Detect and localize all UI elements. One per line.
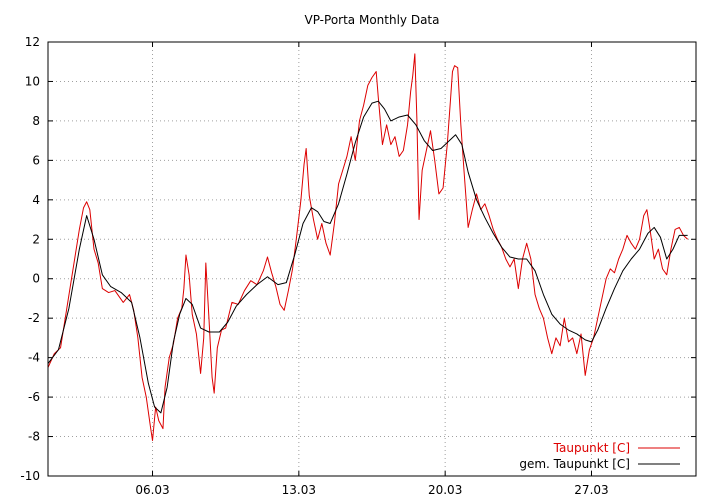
y-tick-label: 8 [32,114,40,128]
series-line-gem-taupunkt [47,100,688,414]
x-tick-label: 13.03 [282,483,316,497]
y-tick-label: -2 [28,311,40,325]
plot-frame [47,41,697,477]
y-tick-label: 2 [32,232,40,246]
y-tick-label: 6 [32,153,40,167]
legend: Taupunkt [C] gem. Taupunkt [C] [519,441,680,471]
chart-title: VP-Porta Monthly Data [305,13,440,27]
x-tick-label: 27.03 [574,483,608,497]
y-tick-label: -4 [28,351,40,365]
y-tick-label: -8 [28,430,40,444]
y-tick-label: 0 [32,272,40,286]
x-axis: 06.03 13.03 20.03 27.03 [135,42,609,497]
y-axis: -10 -8 -6 -4 -2 0 2 4 6 8 10 12 [20,35,696,483]
x-tick-label: 06.03 [135,483,169,497]
series-group [47,53,688,441]
x-tick-label: 20.03 [428,483,462,497]
series-line-taupunkt [47,53,688,441]
y-tick-label: 10 [25,74,40,88]
legend-label-taupunkt: Taupunkt [C] [553,441,630,455]
grid [48,42,696,476]
y-tick-label: -6 [28,390,40,404]
y-tick-label: 12 [25,35,40,49]
y-tick-label: -10 [20,469,40,483]
y-tick-label: 4 [32,193,40,207]
legend-label-gem-taupunkt: gem. Taupunkt [C] [519,457,630,471]
